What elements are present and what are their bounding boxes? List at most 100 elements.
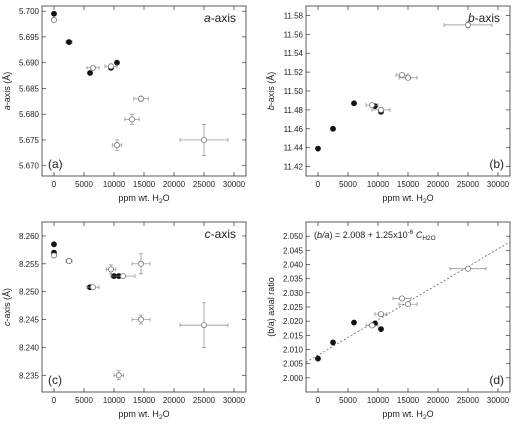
x-tick-label: 0 bbox=[316, 396, 321, 405]
y-tick-label: 8.255 bbox=[19, 260, 40, 269]
y-tick-label: 2.050 bbox=[283, 232, 304, 241]
data-point-open bbox=[200, 136, 207, 143]
data-point-filled bbox=[330, 125, 336, 132]
panel-title: c-axis bbox=[205, 227, 236, 241]
y-axis-label: a-axis (Å) bbox=[2, 72, 12, 111]
x-tick-label: 5000 bbox=[75, 180, 93, 189]
x-axis-label: ppm wt. H2O bbox=[118, 409, 169, 421]
y-tick-label: 2.045 bbox=[283, 246, 304, 255]
x-tick-label: 0 bbox=[52, 396, 57, 405]
data-point-open bbox=[51, 252, 58, 259]
data-point-open bbox=[398, 295, 405, 302]
panel-label: (b) bbox=[489, 157, 504, 171]
data-point-open bbox=[120, 273, 127, 280]
data-point-open bbox=[368, 322, 375, 329]
y-tick-label: 2.005 bbox=[283, 360, 304, 369]
data-point-open bbox=[51, 16, 58, 23]
x-tick-label: 20000 bbox=[163, 180, 186, 189]
data-point-open bbox=[377, 106, 384, 113]
y-tick-label: 11.44 bbox=[284, 144, 304, 153]
data-point-filled bbox=[351, 100, 357, 107]
x-tick-label: 10000 bbox=[103, 396, 126, 405]
panel-title: b-axis bbox=[468, 11, 500, 25]
x-tick-label: 25000 bbox=[457, 396, 480, 405]
x-axis-label: ppm wt. H2O bbox=[382, 409, 433, 421]
y-tick-label: 11.56 bbox=[284, 30, 304, 39]
data-point-filled bbox=[66, 39, 72, 45]
data-point-open bbox=[137, 316, 144, 323]
panel-label: (d) bbox=[489, 373, 504, 387]
x-tick-label: 0 bbox=[52, 180, 57, 189]
data-point-open bbox=[200, 322, 207, 329]
plot-frame bbox=[41, 221, 247, 393]
panel-label: (a) bbox=[48, 157, 63, 171]
data-point-open bbox=[108, 266, 115, 273]
data-point-filled bbox=[330, 339, 336, 346]
y-tick-label: 11.58 bbox=[284, 11, 304, 20]
x-tick-label: 15000 bbox=[133, 180, 156, 189]
x-tick-label: 30000 bbox=[223, 396, 246, 405]
x-tick-label: 10000 bbox=[367, 180, 390, 189]
x-tick-label: 30000 bbox=[487, 180, 510, 189]
data-point-open bbox=[464, 21, 471, 28]
panel-a: 0 5000 10000 15000 20000 25000 30000 5.670 5.675… bbox=[2, 5, 247, 205]
x-tick-label: 25000 bbox=[193, 180, 216, 189]
x-tick-label: 15000 bbox=[133, 396, 156, 405]
y-tick-label: 5.680 bbox=[19, 110, 40, 119]
data-point-open bbox=[66, 258, 73, 265]
x-tick-label: 30000 bbox=[223, 180, 246, 189]
x-tick-label: 25000 bbox=[193, 396, 216, 405]
panel-label: (c) bbox=[48, 373, 62, 387]
y-tick-label: 2.010 bbox=[283, 346, 304, 355]
x-tick-label: 10000 bbox=[103, 180, 126, 189]
y-tick-label: 8.235 bbox=[19, 371, 40, 380]
data-point-filled bbox=[315, 145, 321, 152]
data-point-open bbox=[115, 372, 122, 379]
x-tick-label: 15000 bbox=[397, 180, 420, 189]
data-point-filled bbox=[315, 355, 321, 362]
data-point-filled bbox=[51, 10, 57, 17]
y-tick-label: 5.685 bbox=[19, 84, 40, 93]
data-point-open bbox=[377, 311, 384, 318]
y-tick-label: 5.695 bbox=[19, 33, 40, 42]
y-axis-label: (b/a) axial ratio bbox=[266, 277, 276, 337]
data-point-open bbox=[368, 102, 375, 109]
x-tick-label: 20000 bbox=[427, 396, 450, 405]
x-axis-label: ppm wt. H2O bbox=[118, 193, 169, 205]
x-tick-label: 15000 bbox=[397, 396, 420, 405]
x-tick-label: 5000 bbox=[339, 180, 357, 189]
y-tick-label: 5.690 bbox=[19, 59, 40, 68]
y-tick-label: 8.260 bbox=[19, 232, 40, 241]
x-tick-label: 10000 bbox=[367, 396, 390, 405]
x-tick-label: 20000 bbox=[163, 396, 186, 405]
data-point-filled bbox=[378, 326, 384, 332]
y-tick-label: 8.245 bbox=[19, 316, 40, 325]
data-point-open bbox=[128, 116, 135, 123]
plot-frame bbox=[305, 5, 511, 177]
x-tick-label: 5000 bbox=[75, 396, 93, 405]
data-point-filled bbox=[87, 70, 93, 76]
y-tick-label: 2.015 bbox=[283, 331, 304, 340]
y-tick-label: 5.700 bbox=[19, 7, 40, 16]
panel-b: 0 5000 10000 15000 20000 25000 30000 11.42 11.44… bbox=[266, 5, 511, 205]
fit-equation: (b/a) = 2.008 + 1.25x10-6 CH2O bbox=[314, 229, 436, 242]
y-tick-label: 5.670 bbox=[19, 162, 40, 171]
data-point-open bbox=[114, 142, 121, 149]
data-point-open bbox=[404, 301, 411, 308]
panel-title: a-axis bbox=[204, 11, 236, 25]
data-point-open bbox=[137, 260, 144, 267]
data-point-filled bbox=[51, 241, 57, 248]
panel-c: 0 5000 10000 15000 20000 25000 30000 8.235 8.240… bbox=[2, 221, 247, 421]
y-tick-label: 5.675 bbox=[19, 136, 40, 145]
y-tick-label: 2.000 bbox=[283, 374, 304, 383]
plot-frame bbox=[41, 5, 247, 177]
data-point-open bbox=[404, 74, 411, 81]
data-point-filled bbox=[351, 319, 357, 326]
y-tick-label: 2.035 bbox=[283, 275, 304, 284]
y-tick-label: 2.020 bbox=[283, 317, 304, 326]
x-tick-label: 25000 bbox=[457, 180, 480, 189]
x-tick-label: 20000 bbox=[427, 180, 450, 189]
y-tick-label: 2.025 bbox=[283, 303, 304, 312]
y-axis-label: c-axis (Å) bbox=[2, 288, 12, 326]
